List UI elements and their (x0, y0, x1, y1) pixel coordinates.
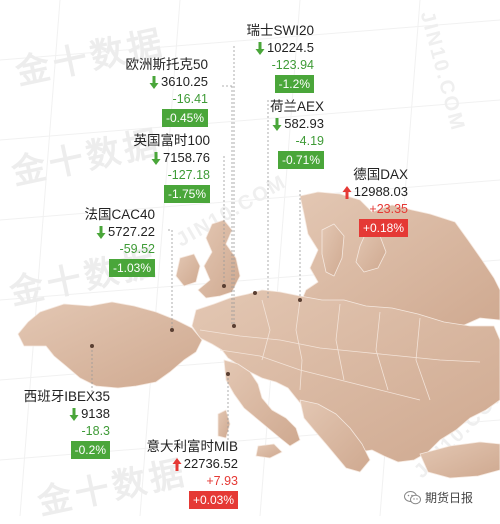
iberia-shape (17, 301, 203, 389)
index-value: 9138 (81, 406, 110, 421)
index-value: 12988.03 (353, 184, 408, 199)
index-name: 英国富时100 (133, 133, 210, 148)
italy-shape (223, 359, 301, 447)
index-spain: 西班牙IBEX35 9138 -18.3 -0.2% (24, 388, 110, 459)
index-uk: 英国富时100 7158.76 -127.18 -1.75% (133, 132, 210, 203)
arrow-down-icon (272, 117, 282, 131)
index-eurostoxx: 欧洲斯托克50 3610.25 -16.41 -0.45% (125, 56, 208, 127)
index-name: 法国CAC40 (84, 207, 155, 222)
index-change: -18.3 (81, 424, 111, 438)
sweden-shape (321, 223, 345, 277)
arrow-down-icon (96, 225, 106, 239)
index-name: 德国DAX (353, 167, 408, 182)
index-change: -16.41 (172, 92, 208, 106)
percent-badge: -1.03% (108, 259, 155, 277)
index-name: 欧洲斯托克50 (125, 57, 208, 72)
index-germany: 德国DAX 12988.03 +23.35 +0.18% (342, 166, 408, 237)
percent-badge: -1.2% (274, 75, 314, 93)
index-netherlands: 荷兰AEX 582.93 -4.19 -0.71% (270, 98, 324, 169)
index-value: 10224.5 (267, 40, 314, 55)
arrow-up-icon (342, 185, 352, 199)
index-italy: 意大利富时MIB 22736.52 +7.93 +0.03% (146, 438, 238, 509)
index-change: -127.18 (167, 168, 210, 182)
arrow-down-icon (69, 407, 79, 421)
index-name: 荷兰AEX (269, 99, 324, 114)
finland-shape (355, 227, 387, 273)
index-change: +7.93 (206, 474, 238, 488)
index-value: 5727.22 (108, 224, 155, 239)
marker-netherlands (253, 291, 257, 295)
index-value: 22736.52 (183, 456, 238, 471)
brand-name: 期货日报 (425, 491, 474, 505)
turkey-shape (419, 441, 500, 479)
arrow-down-icon (255, 41, 265, 55)
great-britain-shape (197, 219, 241, 299)
balkans-shape (299, 399, 371, 473)
index-change: -4.19 (295, 134, 325, 148)
index-name: 西班牙IBEX35 (23, 389, 110, 404)
index-change: -59.52 (119, 242, 155, 256)
index-swiss: 瑞士SWI20 10224.5 -123.94 -1.2% (246, 22, 314, 93)
index-change: +23.35 (369, 202, 408, 216)
percent-badge: -0.2% (70, 441, 110, 459)
index-value: 7158.76 (163, 150, 210, 165)
percent-badge: -1.75% (163, 185, 210, 203)
arrow-down-icon (149, 75, 159, 89)
sicily-shape (255, 443, 283, 459)
arrow-down-icon (151, 151, 161, 165)
index-value: 3610.25 (161, 74, 208, 89)
index-name: 瑞士SWI20 (246, 23, 314, 38)
marker-swiss (232, 324, 236, 328)
marker-uk (222, 284, 226, 288)
index-change: -123.94 (271, 58, 314, 72)
percent-badge: +0.18% (358, 219, 408, 237)
marker-spain (90, 344, 94, 348)
percent-badge: -0.71% (277, 151, 324, 169)
brand-footer: 期货日报 (404, 489, 473, 506)
marker-germany (298, 298, 302, 302)
arrow-up-icon (172, 457, 182, 471)
index-france: 法国CAC40 5727.22 -59.52 -1.03% (84, 206, 155, 277)
marker-france (170, 328, 174, 332)
ireland-shape (175, 253, 201, 287)
percent-badge: -0.45% (161, 109, 208, 127)
index-name: 意大利富时MIB (146, 439, 238, 454)
index-value: 582.93 (284, 116, 324, 131)
marker-italy (226, 372, 230, 376)
percent-badge: +0.03% (188, 491, 238, 509)
wechat-icon (404, 490, 421, 504)
